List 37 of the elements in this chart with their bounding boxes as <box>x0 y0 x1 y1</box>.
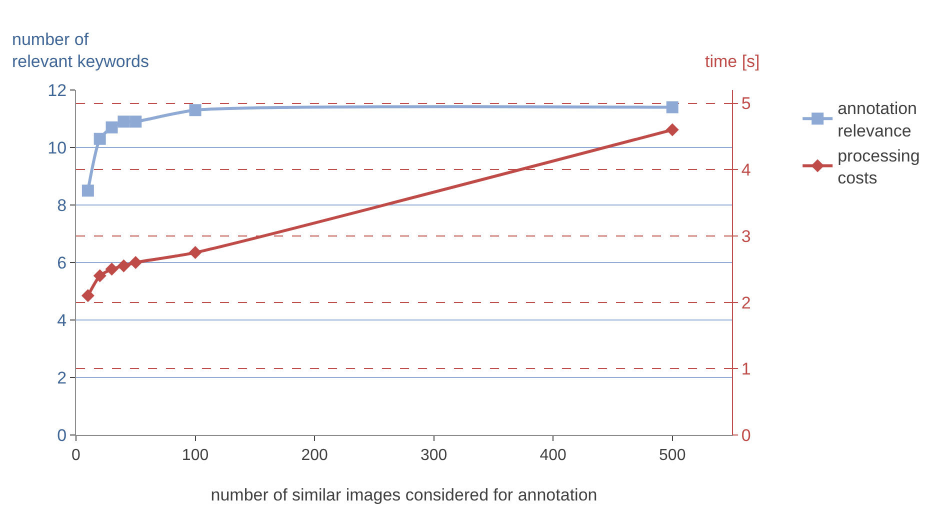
y-tick-label: 12 <box>48 80 67 100</box>
point <box>81 289 94 302</box>
y2-tick-label: 1 <box>741 360 751 379</box>
legend-label: processing costs <box>838 146 920 188</box>
point <box>118 116 130 128</box>
x-tick-label: 400 <box>540 447 567 464</box>
x-tick-label: 200 <box>301 447 328 464</box>
point <box>94 132 106 145</box>
y2-tick-label: 2 <box>741 293 751 312</box>
y-tick-label: 6 <box>57 253 67 272</box>
y2-tick-label: 0 <box>741 426 751 445</box>
y2-axis-title: time [s] <box>705 52 760 71</box>
point <box>189 104 202 116</box>
y-tick-label: 2 <box>57 368 67 388</box>
point <box>188 246 202 260</box>
y-tick-label: 4 <box>57 310 67 330</box>
y-tick-label: 0 <box>57 426 67 445</box>
y-axis-title: number of relevant keywords <box>12 30 150 72</box>
y-tick-label: 10 <box>48 138 67 158</box>
x-axis-title: number of similar images considered for annotation <box>210 486 598 505</box>
point <box>106 121 118 134</box>
y2-tick-label: 5 <box>741 94 751 114</box>
point <box>105 262 118 276</box>
point <box>93 269 106 282</box>
point <box>117 259 130 272</box>
y-tick-label: 8 <box>57 196 67 215</box>
y2-tick-label: 3 <box>741 226 751 246</box>
x-tick-label: 500 <box>659 447 686 464</box>
y2-tick-label: 4 <box>741 160 751 180</box>
x-tick-label: 100 <box>182 447 209 464</box>
point <box>666 101 678 114</box>
point <box>129 256 142 269</box>
point <box>666 123 679 136</box>
point <box>82 184 94 197</box>
point <box>130 116 142 128</box>
x-tick-label: 0 <box>72 447 81 464</box>
x-tick-label: 300 <box>420 447 448 464</box>
